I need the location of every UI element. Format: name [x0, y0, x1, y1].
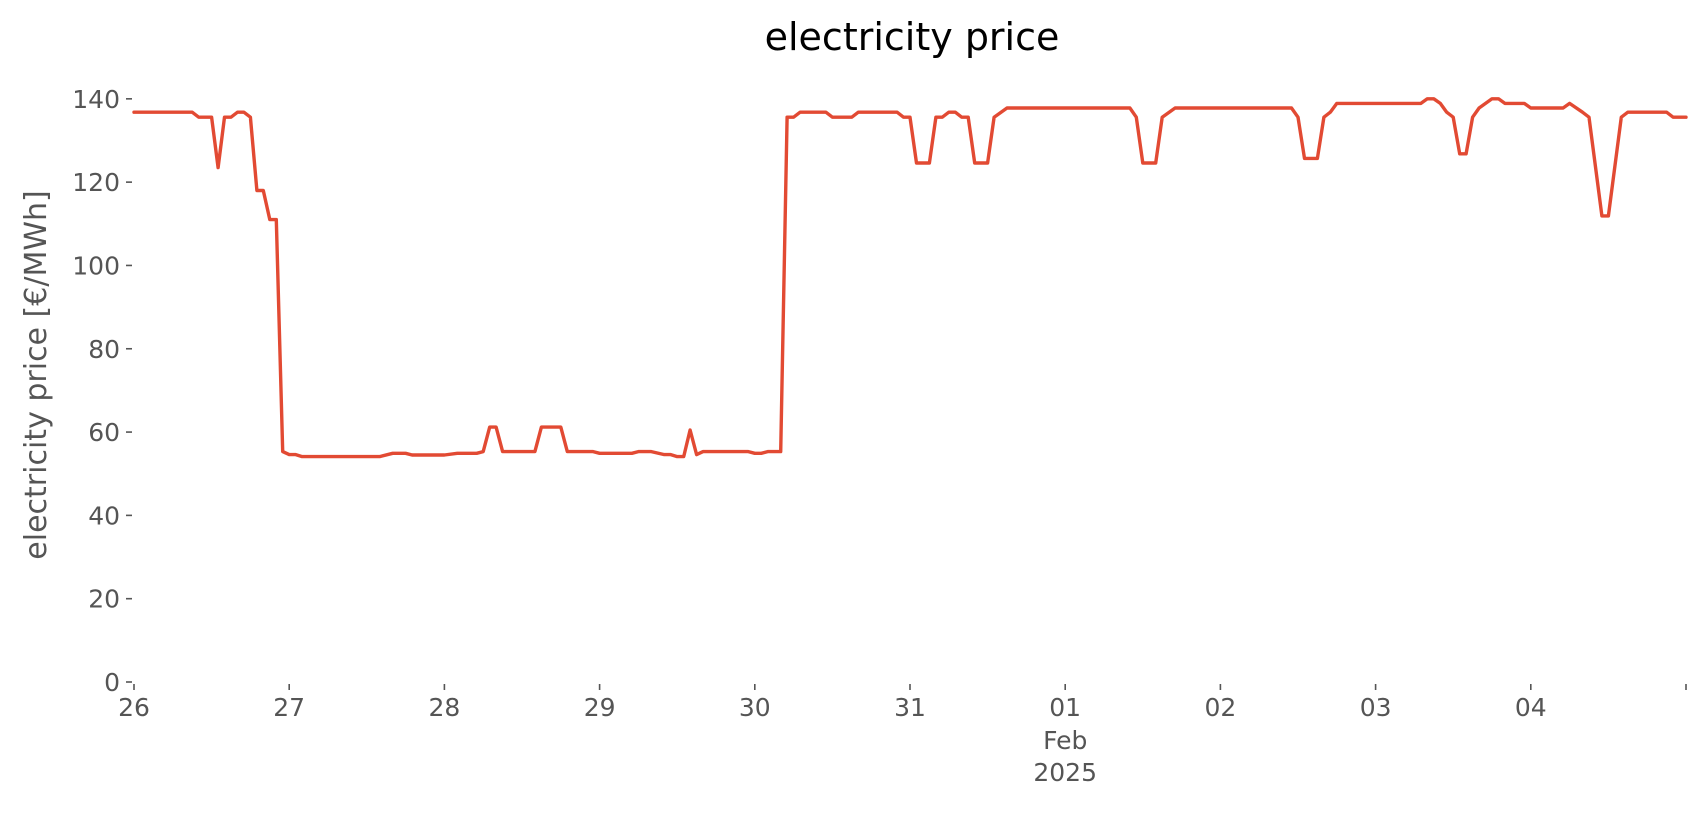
x-axis: 26 27 28 29 30 31 01 02 03 04 Feb 2025: [118, 684, 1687, 787]
y-tick-label: 20: [88, 585, 120, 614]
x-tick-year-label: 2025: [1033, 758, 1097, 787]
x-tick-label: 27: [273, 693, 305, 722]
chart-title: electricity price: [765, 15, 1060, 59]
x-tick-label: 30: [739, 693, 771, 722]
y-tick-label: 120: [72, 168, 120, 197]
y-tick-label: 100: [72, 251, 120, 280]
x-tick-label: 02: [1204, 693, 1236, 722]
x-tick-label: 31: [894, 693, 926, 722]
y-tick-label: 60: [88, 418, 120, 447]
y-axis: 0 20 40 60 80 100 120 140: [72, 85, 132, 697]
x-tick-label: 26: [118, 693, 150, 722]
y-tick-label: 0: [104, 668, 120, 697]
price-series-line: [132, 97, 1688, 459]
y-tick-label: 40: [88, 501, 120, 530]
plot-area: [132, 97, 1688, 459]
x-tick-label: 28: [428, 693, 460, 722]
x-tick-label: 04: [1515, 693, 1547, 722]
x-tick-label: 01: [1049, 693, 1081, 722]
x-tick-month-label: Feb: [1043, 726, 1087, 755]
x-tick-label: 29: [584, 693, 616, 722]
y-axis-label: electricity price [€/MWh]: [19, 190, 54, 559]
y-tick-label: 80: [88, 335, 120, 364]
y-tick-label: 140: [72, 85, 120, 114]
x-tick-label: 03: [1360, 693, 1392, 722]
